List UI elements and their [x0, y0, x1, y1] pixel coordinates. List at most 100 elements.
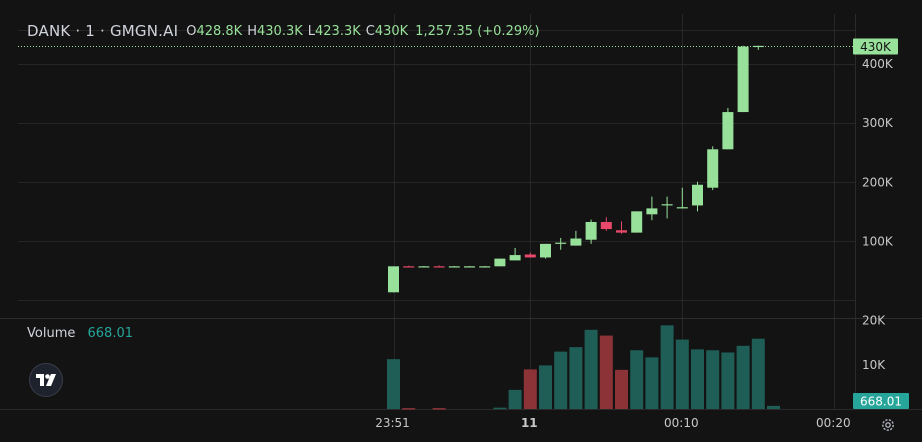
volume-legend: Volume 668.01: [27, 326, 133, 341]
tradingview-logo-icon[interactable]: [29, 363, 63, 397]
candle-body: [418, 266, 430, 268]
volume-bar: [751, 338, 765, 409]
price-tick-label: 300K: [862, 116, 894, 130]
volume-bar: [539, 365, 552, 409]
candle-body: [479, 266, 491, 268]
candle-body: [631, 211, 643, 233]
volume-bar: [523, 369, 537, 409]
change-value: 1,257.35 (+0.29%): [415, 23, 540, 39]
candle-body: [540, 243, 551, 258]
volume-bar: [645, 357, 659, 409]
candle-body: [737, 46, 749, 113]
volume-tag-bg: [853, 393, 909, 409]
close-value: 430K: [374, 23, 409, 39]
candle-body: [752, 45, 764, 48]
candle: [646, 196, 658, 221]
candle: [676, 187, 688, 209]
candle-body: [509, 255, 521, 261]
candle-body: [646, 208, 658, 215]
candle: [494, 258, 506, 267]
open-label: O: [186, 23, 197, 39]
volume-bar: [615, 369, 628, 409]
candle: [737, 45, 749, 113]
volume-bar: [706, 350, 720, 409]
high-value: 430.3K: [257, 23, 303, 39]
volume-bar: [508, 389, 522, 409]
candle: [570, 230, 582, 246]
volume-bar: [599, 335, 613, 409]
candle-body: [388, 266, 399, 293]
candle: [479, 266, 491, 268]
time-tick-label: 00:20: [816, 416, 851, 430]
candle-body: [570, 238, 582, 246]
low-value: 423.3K: [315, 23, 361, 39]
candle-body: [403, 266, 415, 268]
volume-tick-label: 20K: [862, 314, 886, 328]
gear-icon[interactable]: [878, 415, 898, 435]
candle-body: [692, 184, 703, 206]
price-tag-bg: [853, 38, 898, 55]
volume-bar: [736, 345, 750, 409]
candle: [433, 265, 445, 268]
grid-lines: [0, 14, 922, 410]
candles: [388, 45, 764, 293]
volume-bar: [554, 351, 568, 409]
candle-body: [600, 221, 612, 230]
candle-body: [448, 266, 460, 268]
volume-bar: [402, 408, 416, 410]
volume-bar: [569, 347, 583, 409]
volume-tick-label: 10K: [862, 358, 886, 372]
time-tick-label: 23:51: [375, 416, 410, 430]
volume-bar: [493, 407, 507, 410]
candle: [585, 219, 597, 244]
price-tick-label: 400K: [862, 57, 894, 71]
volume-value: 668.01: [87, 326, 134, 341]
volume-bars: [387, 325, 780, 410]
candle: [707, 146, 719, 191]
candle: [631, 211, 643, 233]
volume-bar: [584, 329, 598, 409]
volume-tag: 668.01: [860, 395, 902, 409]
candle-body: [524, 254, 536, 258]
candle: [448, 266, 460, 268]
volume-bar: [432, 408, 446, 410]
symbol-title[interactable]: DANK · 1 · GMGN.AI: [27, 22, 179, 40]
low-label: L: [307, 23, 315, 39]
candle: [388, 266, 399, 293]
candle-body: [661, 204, 673, 206]
volume-bar: [660, 325, 674, 409]
candle: [722, 107, 734, 150]
volume-bar: [387, 359, 400, 409]
candle-body: [585, 221, 597, 240]
candle: [464, 266, 475, 268]
volume-bar: [675, 339, 689, 409]
candle: [616, 221, 627, 234]
candle-body: [616, 230, 627, 233]
axes: 100K 200K 300K 400K 10K 20K 23:51 11 00:10 00:20: [375, 57, 894, 430]
candle-body: [707, 149, 719, 188]
volume-title: Volume: [27, 326, 76, 341]
candle: [661, 196, 673, 219]
price-tag: 430K: [860, 40, 892, 54]
chart-header: DANK · 1 · GMGN.AI O 428.8K H 430.3K L 4…: [27, 22, 540, 40]
candle: [692, 181, 703, 212]
price-tick-label: 200K: [862, 175, 894, 189]
candle-body: [722, 112, 734, 150]
candle: [403, 265, 415, 268]
open-value: 428.8K: [196, 23, 243, 39]
volume-bar: [691, 349, 704, 409]
candle: [540, 243, 551, 259]
candle-body: [555, 242, 567, 244]
price-tick-label: 100K: [862, 234, 894, 248]
price-tags: 430K 668.01: [18, 38, 909, 409]
volume-bar: [721, 352, 735, 409]
candle-body: [494, 258, 506, 267]
candle: [600, 217, 612, 231]
volume-bar: [630, 350, 644, 409]
candle: [418, 266, 430, 268]
candle: [509, 247, 521, 261]
candle: [555, 237, 567, 250]
candle-body: [676, 207, 688, 209]
